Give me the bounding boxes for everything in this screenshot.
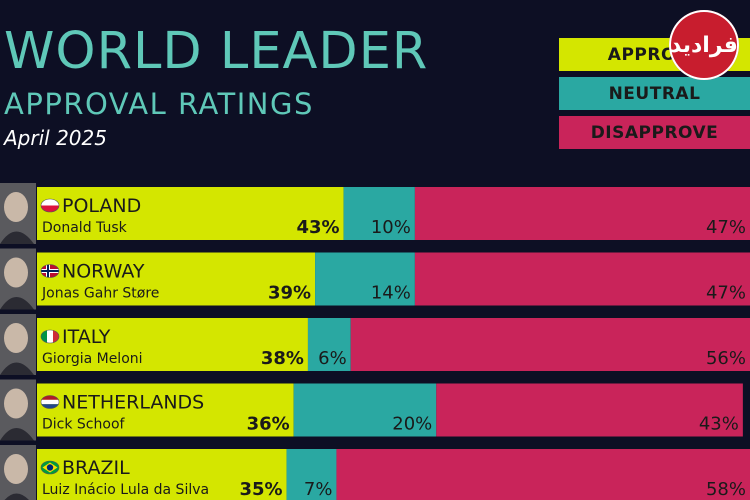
flag-stripe (47, 330, 53, 343)
data-label-neutral: 7% (304, 479, 333, 500)
flag-stripe (41, 330, 47, 343)
brand-logo-text: فرادید (670, 32, 738, 58)
leader-portrait (0, 445, 36, 500)
flag-stripe (41, 199, 59, 206)
bar-approve (37, 252, 316, 306)
portrait-face (4, 454, 28, 484)
bar-disapprove (436, 383, 743, 437)
data-label-approve: 36% (247, 414, 290, 435)
data-label-neutral: 14% (371, 283, 411, 304)
bar-approve (37, 383, 294, 437)
bar-row: 36% 20% 43% NETHERLANDS Dick Schoof (0, 379, 743, 441)
flag-italy-icon (41, 330, 59, 343)
data-label-disapprove: 56% (706, 348, 746, 369)
data-label-disapprove: 47% (706, 217, 746, 238)
leader-name: Giorgia Meloni (42, 351, 143, 367)
leader-name: Luiz Inácio Lula da Silva (42, 482, 209, 498)
leader-portrait (0, 248, 36, 310)
country-label: NETHERLANDS (62, 392, 204, 414)
flag-stripe (41, 395, 59, 400)
bar-row: 38% 6% 56% ITALY Giorgia Meloni (0, 314, 750, 375)
chart-date: April 2025 (4, 126, 107, 150)
flag-norway-icon (41, 264, 59, 278)
data-label-disapprove: 43% (699, 414, 739, 435)
brand-logo: فرادید (669, 10, 739, 80)
country-label: BRAZIL (62, 457, 130, 479)
data-label-disapprove: 47% (706, 283, 746, 304)
data-label-approve: 35% (239, 479, 282, 500)
data-label-approve: 39% (268, 283, 311, 304)
flag-netherlands-icon (41, 395, 59, 409)
bar-disapprove (336, 449, 750, 500)
portrait-face (4, 257, 28, 288)
flag-poland-icon (41, 199, 59, 212)
leader-name: Dick Schoof (42, 417, 126, 433)
data-label-neutral: 20% (392, 414, 432, 435)
portrait-body (0, 297, 34, 310)
bar-row: 43% 10% 47% POLAND Donald Tusk (0, 183, 750, 244)
bar-neutral (286, 449, 337, 500)
leader-portrait (0, 379, 36, 441)
country-label: ITALY (62, 326, 111, 348)
data-label-approve: 38% (261, 348, 304, 369)
flag-border (40, 329, 60, 344)
flag-globe (46, 464, 54, 471)
flag-border (40, 460, 60, 475)
flag-brazil-icon (41, 461, 59, 474)
portrait-face (4, 323, 28, 353)
bar-neutral (315, 252, 415, 306)
flag-cross (41, 270, 59, 272)
flag-border (40, 395, 60, 409)
leader-portrait (0, 183, 36, 244)
bar-approve (37, 449, 287, 500)
portrait-face (4, 388, 28, 419)
flag-border (40, 198, 60, 213)
bar-disapprove (350, 318, 750, 371)
portrait-body (0, 362, 34, 375)
bar-disapprove (414, 252, 750, 306)
leader-name: Jonas Gahr Støre (41, 286, 159, 302)
portrait-body (0, 231, 34, 244)
data-label-neutral: 6% (318, 348, 347, 369)
chart-title: WORLD LEADER (4, 22, 429, 81)
portrait-face (4, 192, 28, 222)
bar-approve (37, 187, 344, 240)
flag-stripe (41, 399, 59, 405)
flag-stripe (53, 330, 59, 343)
leader-portrait (0, 314, 36, 375)
legend-disapprove: DISAPPROVE (559, 116, 750, 149)
flag-border (40, 264, 60, 278)
data-label-disapprove: 58% (706, 479, 746, 500)
bar-neutral (293, 383, 437, 437)
bar-row: 35% 7% 58% BRAZIL Luiz Inácio Lula da Silva (0, 445, 750, 500)
bar-approve (37, 318, 308, 371)
bar-disapprove (414, 187, 750, 240)
flag-stripe (41, 205, 59, 212)
portrait-body (4, 493, 29, 500)
leader-name: Donald Tusk (42, 220, 128, 236)
portrait-body (0, 428, 34, 441)
chart-subtitle: APPROVAL RATINGS (4, 87, 314, 121)
data-label-neutral: 10% (371, 217, 411, 238)
bar-neutral (307, 318, 351, 371)
country-label: NORWAY (62, 261, 145, 283)
data-label-approve: 43% (296, 217, 339, 238)
country-label: POLAND (62, 195, 141, 217)
flag-stripe (41, 404, 59, 409)
legend-neutral: NEUTRAL (559, 77, 750, 110)
bar-row: 39% 14% 47% NORWAY Jonas Gahr Støre (0, 248, 750, 310)
bar-neutral (343, 187, 415, 240)
